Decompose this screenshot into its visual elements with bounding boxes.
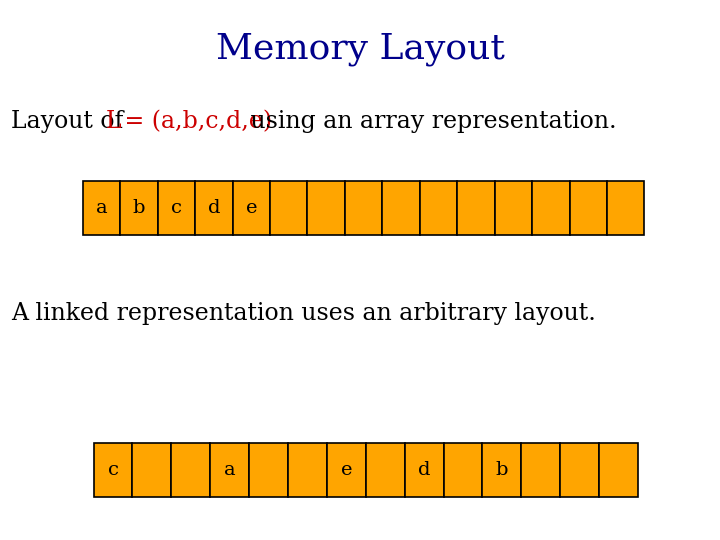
Bar xyxy=(560,443,599,497)
Bar xyxy=(444,443,482,497)
Bar xyxy=(607,181,644,235)
Text: e: e xyxy=(246,199,257,217)
Bar xyxy=(405,443,444,497)
Text: a: a xyxy=(224,461,235,479)
Bar xyxy=(83,181,120,235)
Text: L: L xyxy=(106,110,122,133)
Text: c: c xyxy=(107,461,119,479)
Bar xyxy=(345,181,382,235)
Text: d: d xyxy=(418,461,431,479)
Bar xyxy=(120,181,158,235)
Bar xyxy=(495,181,532,235)
Bar xyxy=(327,443,366,497)
Text: Layout of: Layout of xyxy=(11,110,130,133)
Bar xyxy=(366,443,405,497)
Text: = (a,b,c,d,e): = (a,b,c,d,e) xyxy=(117,110,272,133)
Bar xyxy=(210,443,249,497)
Bar xyxy=(307,181,345,235)
Text: a: a xyxy=(96,199,107,217)
Text: b: b xyxy=(132,199,145,217)
Bar xyxy=(171,443,210,497)
Bar xyxy=(521,443,560,497)
Bar xyxy=(195,181,233,235)
Text: c: c xyxy=(171,199,182,217)
Bar xyxy=(570,181,607,235)
Bar xyxy=(132,443,171,497)
Bar xyxy=(288,443,327,497)
Bar xyxy=(482,443,521,497)
Text: d: d xyxy=(207,199,220,217)
Bar xyxy=(94,443,132,497)
Text: Memory Layout: Memory Layout xyxy=(215,32,505,65)
Bar xyxy=(158,181,195,235)
Bar xyxy=(233,181,270,235)
Bar xyxy=(270,181,307,235)
Bar xyxy=(599,443,638,497)
Bar xyxy=(457,181,495,235)
Bar xyxy=(420,181,457,235)
Text: using an array representation.: using an array representation. xyxy=(243,110,616,133)
Text: b: b xyxy=(495,461,508,479)
Bar xyxy=(382,181,420,235)
Text: e: e xyxy=(341,461,352,479)
Bar xyxy=(249,443,288,497)
Text: A linked representation uses an arbitrary layout.: A linked representation uses an arbitrar… xyxy=(11,302,595,325)
Bar xyxy=(532,181,570,235)
